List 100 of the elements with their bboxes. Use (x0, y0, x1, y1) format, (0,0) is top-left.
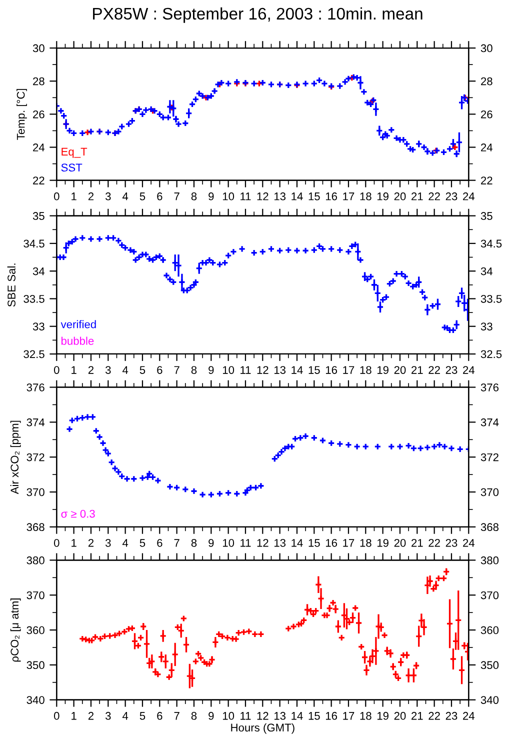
x-tick-label: 12 (257, 366, 268, 374)
x-tick-label: 20 (394, 712, 406, 720)
x-tick-label: 4 (122, 366, 128, 374)
x-tick-label: 4 (122, 539, 128, 547)
x-tick-label: 17 (343, 192, 354, 200)
x-tick-label: 8 (191, 712, 197, 720)
x-tick-label: 22 (428, 192, 440, 200)
x-tick-label: 14 (292, 366, 303, 374)
y-tick-label: 34 (32, 267, 45, 276)
x-tick-label: 3 (105, 712, 111, 720)
x-tick-label: 19 (377, 366, 388, 374)
y-tick-label: 33.5 (24, 294, 44, 303)
x-tick-label: 2 (88, 712, 94, 720)
x-tick-label: 9 (208, 539, 214, 547)
y2-tick-label: 33.5 (480, 294, 502, 303)
x-tick-label: 18 (360, 539, 372, 547)
x-tick-label: 12 (257, 539, 268, 547)
y-tick-label: 33 (32, 322, 44, 330)
y2-tick-label: 340 (480, 696, 499, 704)
x-tick-label: 22 (428, 712, 440, 720)
legend-label: bubble (61, 336, 94, 345)
x-tick-label: 13 (274, 712, 286, 720)
x-tick-label: 19 (377, 192, 388, 200)
x-tick-label: 21 (412, 712, 423, 720)
y-tick-label: 30 (32, 44, 44, 52)
y-tick-label: 380 (26, 556, 44, 564)
y2-tick-label: 368 (480, 523, 499, 532)
x-tick-label: 24 (463, 539, 475, 547)
y-tick-label: 350 (26, 661, 44, 670)
y2-tick-label: 28 (481, 77, 492, 86)
text: verified (60, 320, 96, 328)
y-tick-label: 26 (33, 110, 44, 118)
x-tick-label: 4 (122, 712, 128, 720)
y2-tick-label: 376 (480, 384, 499, 392)
x-tick-label: 5 (140, 366, 146, 374)
y-tick-label: 28 (33, 77, 44, 86)
y-tick-label: 368 (26, 523, 44, 532)
x-tick-label: 8 (191, 366, 197, 374)
x-tick-label: 23 (446, 366, 458, 374)
x-tick-label: 6 (157, 539, 162, 547)
x-tick-label: 4 (122, 192, 128, 200)
x-tick-label: 9 (208, 366, 214, 374)
x-tick-label: 11 (240, 192, 251, 200)
x-tick-label: 15 (308, 366, 320, 374)
x-tick-label: 6 (157, 192, 162, 200)
x-tick-label: 3 (105, 539, 111, 547)
x-tick-label: 20 (394, 539, 406, 547)
x-tick-label: 24 (463, 192, 475, 200)
x-tick-label: 10 (222, 539, 234, 547)
x-tick-label: 12 (257, 192, 268, 200)
x-tick-label: 14 (292, 712, 303, 720)
x-tick-label: 20 (394, 366, 406, 374)
x-tick-label: 8 (191, 192, 197, 200)
series-label: Eq_T (62, 148, 88, 158)
y-tick-label: 376 (26, 384, 44, 392)
x-tick-label: 23 (446, 712, 458, 720)
x-tick-label: 24 (463, 366, 475, 374)
x-tick-label: 5 (140, 712, 146, 720)
x-tick-label: 12 (257, 712, 268, 720)
x-tick-label: 19 (377, 712, 388, 720)
x-tick-label: 23 (446, 192, 458, 200)
x-tick-label: 16 (326, 192, 338, 200)
y2-tick-label: 380 (480, 556, 499, 564)
y2-tick-label: 22 (481, 176, 492, 184)
x-tick-label: 17 (343, 712, 354, 720)
x-tick-label: 15 (308, 192, 320, 200)
x-tick-label: 23 (446, 539, 458, 547)
x-tick-label: 1 (72, 539, 76, 547)
x-tick-label: 21 (412, 192, 423, 200)
x-tick-label: 6 (157, 712, 162, 720)
x-tick-label: 9 (208, 192, 214, 200)
x-tick-label: 24 (463, 712, 475, 720)
x-tick-label: 15 (308, 539, 320, 547)
y-tick-label: 35 (32, 212, 44, 220)
x-tick-label: 7 (174, 192, 180, 200)
y-tick-label: 32.5 (24, 350, 44, 358)
y-tick-label: 360 (26, 626, 44, 634)
y-tick-label: 340 (26, 696, 44, 704)
x-tick-label: 13 (274, 192, 286, 200)
x-tick-label: 16 (326, 366, 338, 374)
x-tick-label: 21 (412, 366, 423, 374)
y2-tick-label: 374 (480, 418, 499, 426)
x-tick-label: 16 (326, 712, 338, 720)
x-tick-label: 2 (88, 539, 94, 547)
y2-tick-label: 372 (480, 453, 498, 462)
x-tick-label: 13 (274, 539, 286, 547)
y-axis-title: Air xCO₂ [ppm] (10, 420, 21, 494)
x-tick-label: 7 (174, 712, 180, 720)
x-tick-label: 10 (222, 192, 234, 200)
x-tick-label: 8 (191, 539, 197, 547)
x-tick-label: 16 (326, 539, 338, 547)
x-axis-title: Hours (GMT) (231, 723, 294, 734)
x-tick-label: 1 (72, 712, 76, 720)
x-tick-label: 5 (140, 539, 146, 547)
y2-tick-label: 35 (480, 212, 492, 220)
y2-tick-label: 26 (481, 110, 492, 118)
x-tick-label: 11 (240, 366, 251, 374)
y-axis-title: ρCO₂ [μ atm] (10, 598, 21, 662)
x-tick-label: 10 (222, 712, 234, 720)
x-tick-label: 7 (174, 539, 180, 547)
